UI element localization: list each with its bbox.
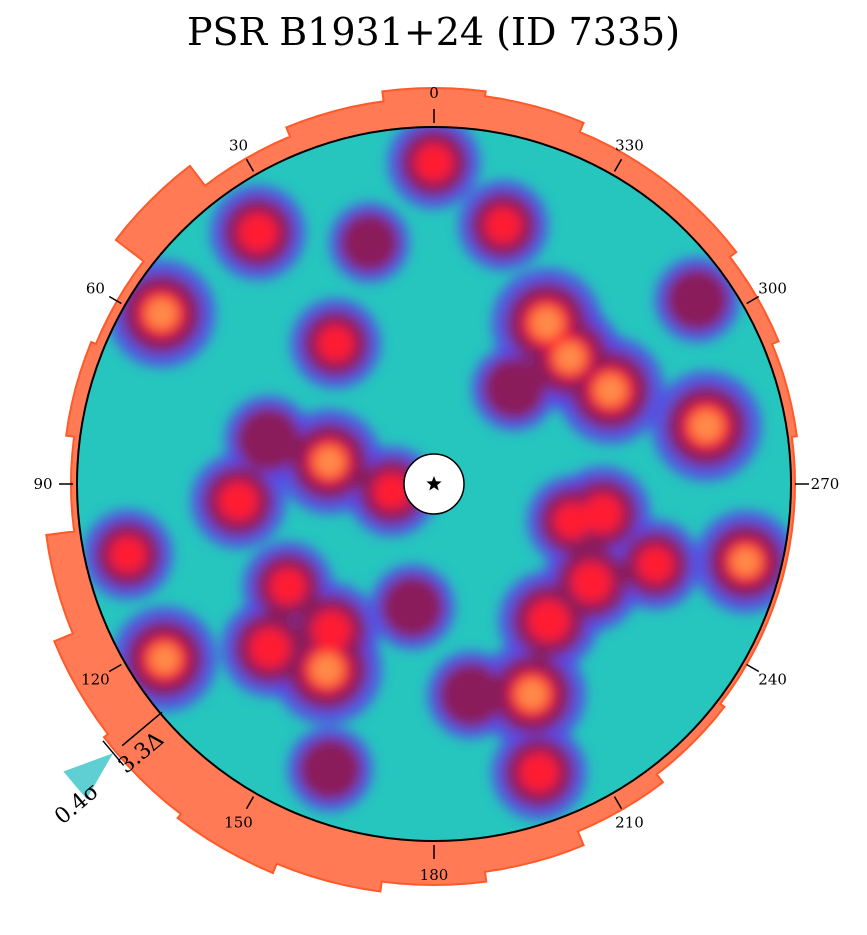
angular-tick-label: 210 — [615, 814, 644, 832]
heatmap-peak — [595, 374, 627, 406]
heatmap-blob — [340, 213, 399, 272]
angular-tick-label: 300 — [758, 280, 787, 298]
angular-tick — [245, 158, 255, 172]
heatmap-hot — [249, 627, 291, 669]
heatmap-blob — [236, 407, 301, 472]
heatmap-blob — [483, 357, 546, 420]
angular-tick-label: 270 — [811, 475, 840, 493]
angular-ticks: 0 30 60 90 120 150 180 210 240 270 300 330 — [33, 84, 839, 884]
peak-indicator-line — [121, 711, 163, 747]
heatmap-hot — [238, 212, 278, 253]
heatmap-blobs — [82, 127, 791, 821]
heatmap-peak — [731, 547, 761, 577]
heatmap-peak — [530, 307, 563, 340]
center-marker — [403, 453, 465, 515]
heatmap-blob — [381, 576, 444, 639]
heatmap-hot — [317, 325, 355, 363]
angular-tick — [746, 295, 760, 305]
heatmap-hot — [218, 481, 259, 521]
angular-tick — [108, 295, 122, 305]
heatmap-disc — [77, 127, 791, 841]
angular-tick-label: 30 — [229, 136, 248, 154]
peak-indicator-cap — [102, 740, 125, 766]
heatmap-hot — [109, 536, 147, 574]
heatmap-hot — [637, 546, 674, 583]
heatmap-hot — [414, 143, 454, 182]
heatmap-hot — [311, 610, 352, 651]
angular-tick — [108, 663, 122, 673]
heatmap-hot — [484, 206, 522, 244]
angular-tick-label: 180 — [420, 866, 449, 884]
heatmap-blob — [299, 738, 362, 801]
angular-tick — [245, 796, 255, 810]
angular-tick-label: 120 — [81, 671, 110, 689]
heatmap-peak — [314, 446, 345, 477]
angular-tick-label: 150 — [224, 814, 253, 832]
heatmap-hot — [553, 502, 591, 540]
angular-tick-label: 90 — [33, 475, 52, 493]
heatmap-hot — [519, 752, 559, 793]
angular-tick — [613, 796, 623, 810]
heatmap-peak — [149, 643, 180, 674]
heatmap-blob — [439, 663, 504, 727]
angular-tick — [613, 158, 623, 172]
heatmap-peak — [690, 410, 723, 443]
heatmap-peak — [516, 678, 548, 710]
angular-tick-label: 0 — [429, 84, 439, 102]
angular-tick — [746, 663, 760, 673]
heatmap-hot — [373, 473, 411, 510]
chart-title: PSR B1931+24 (ID 7335) — [186, 10, 681, 54]
heatmap-hot — [527, 599, 570, 642]
heatmap-hot — [582, 493, 623, 534]
heatmap-hot — [570, 561, 612, 603]
angular-tick-label: 60 — [86, 280, 105, 298]
heatmap-hot — [269, 567, 307, 605]
heatmap-blob — [666, 268, 729, 331]
heatmap-peak — [146, 298, 178, 330]
star-icon — [426, 476, 442, 491]
angular-tick-label: 330 — [615, 136, 644, 154]
angular-tick-label: 240 — [758, 671, 787, 689]
peak-width-wedge — [63, 753, 113, 799]
heatmap-peak — [310, 653, 343, 686]
disc-outline — [76, 126, 792, 842]
heatmap-peak — [554, 342, 585, 373]
